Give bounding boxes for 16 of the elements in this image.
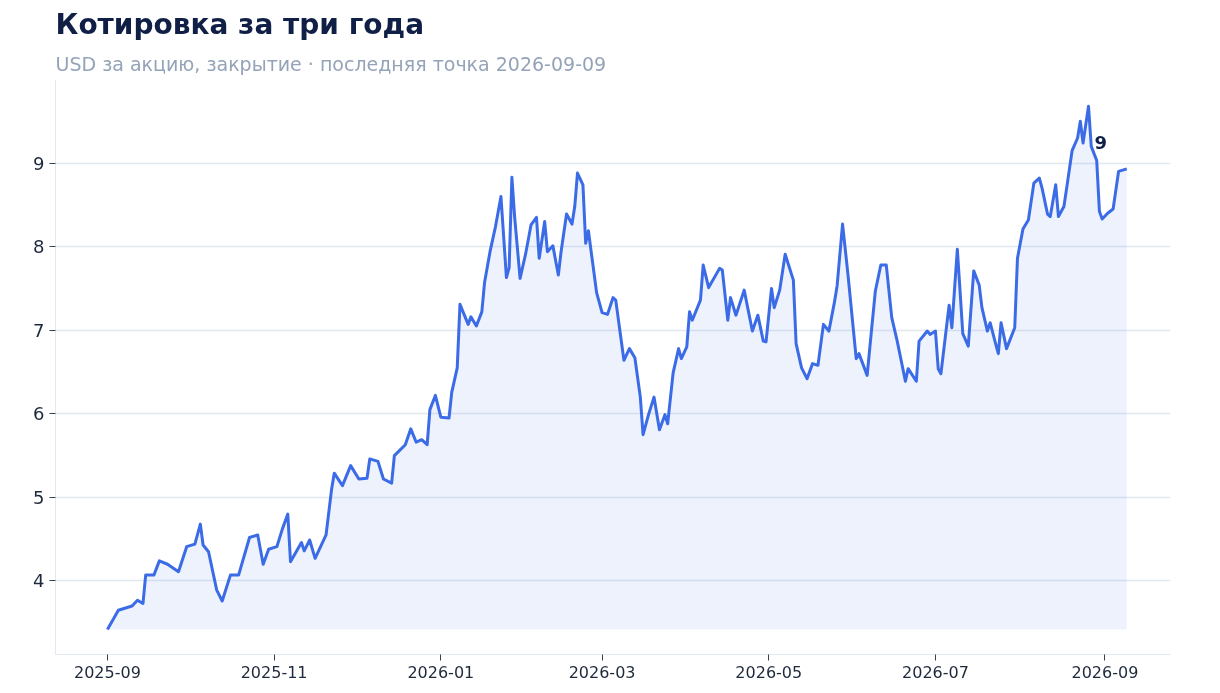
- y-tick-label: 8: [33, 236, 45, 258]
- x-tick-label: 2026-07: [902, 662, 969, 682]
- y-tick-label: 5: [33, 486, 45, 508]
- x-tick-label: 2026-09: [1071, 662, 1139, 682]
- y-tick-label: 6: [33, 403, 45, 425]
- y-tick-label: 9: [33, 152, 45, 174]
- x-tick-label: 2025-11: [240, 662, 308, 682]
- x-tick-label: 2026-01: [407, 662, 475, 682]
- y-tick-label: 7: [33, 319, 45, 341]
- x-tick-label: 2026-05: [735, 662, 803, 682]
- x-tick-label: 2025-09: [74, 662, 141, 682]
- x-tick-label: 2026-03: [568, 662, 636, 682]
- chart-subtitle: USD за акцию, закрытие · последняя точка 2026-09-09: [55, 52, 607, 75]
- y-tick-label: 4: [33, 570, 45, 592]
- chart-title: Котировка за три года: [55, 7, 425, 41]
- annotation: 9: [1094, 132, 1108, 154]
